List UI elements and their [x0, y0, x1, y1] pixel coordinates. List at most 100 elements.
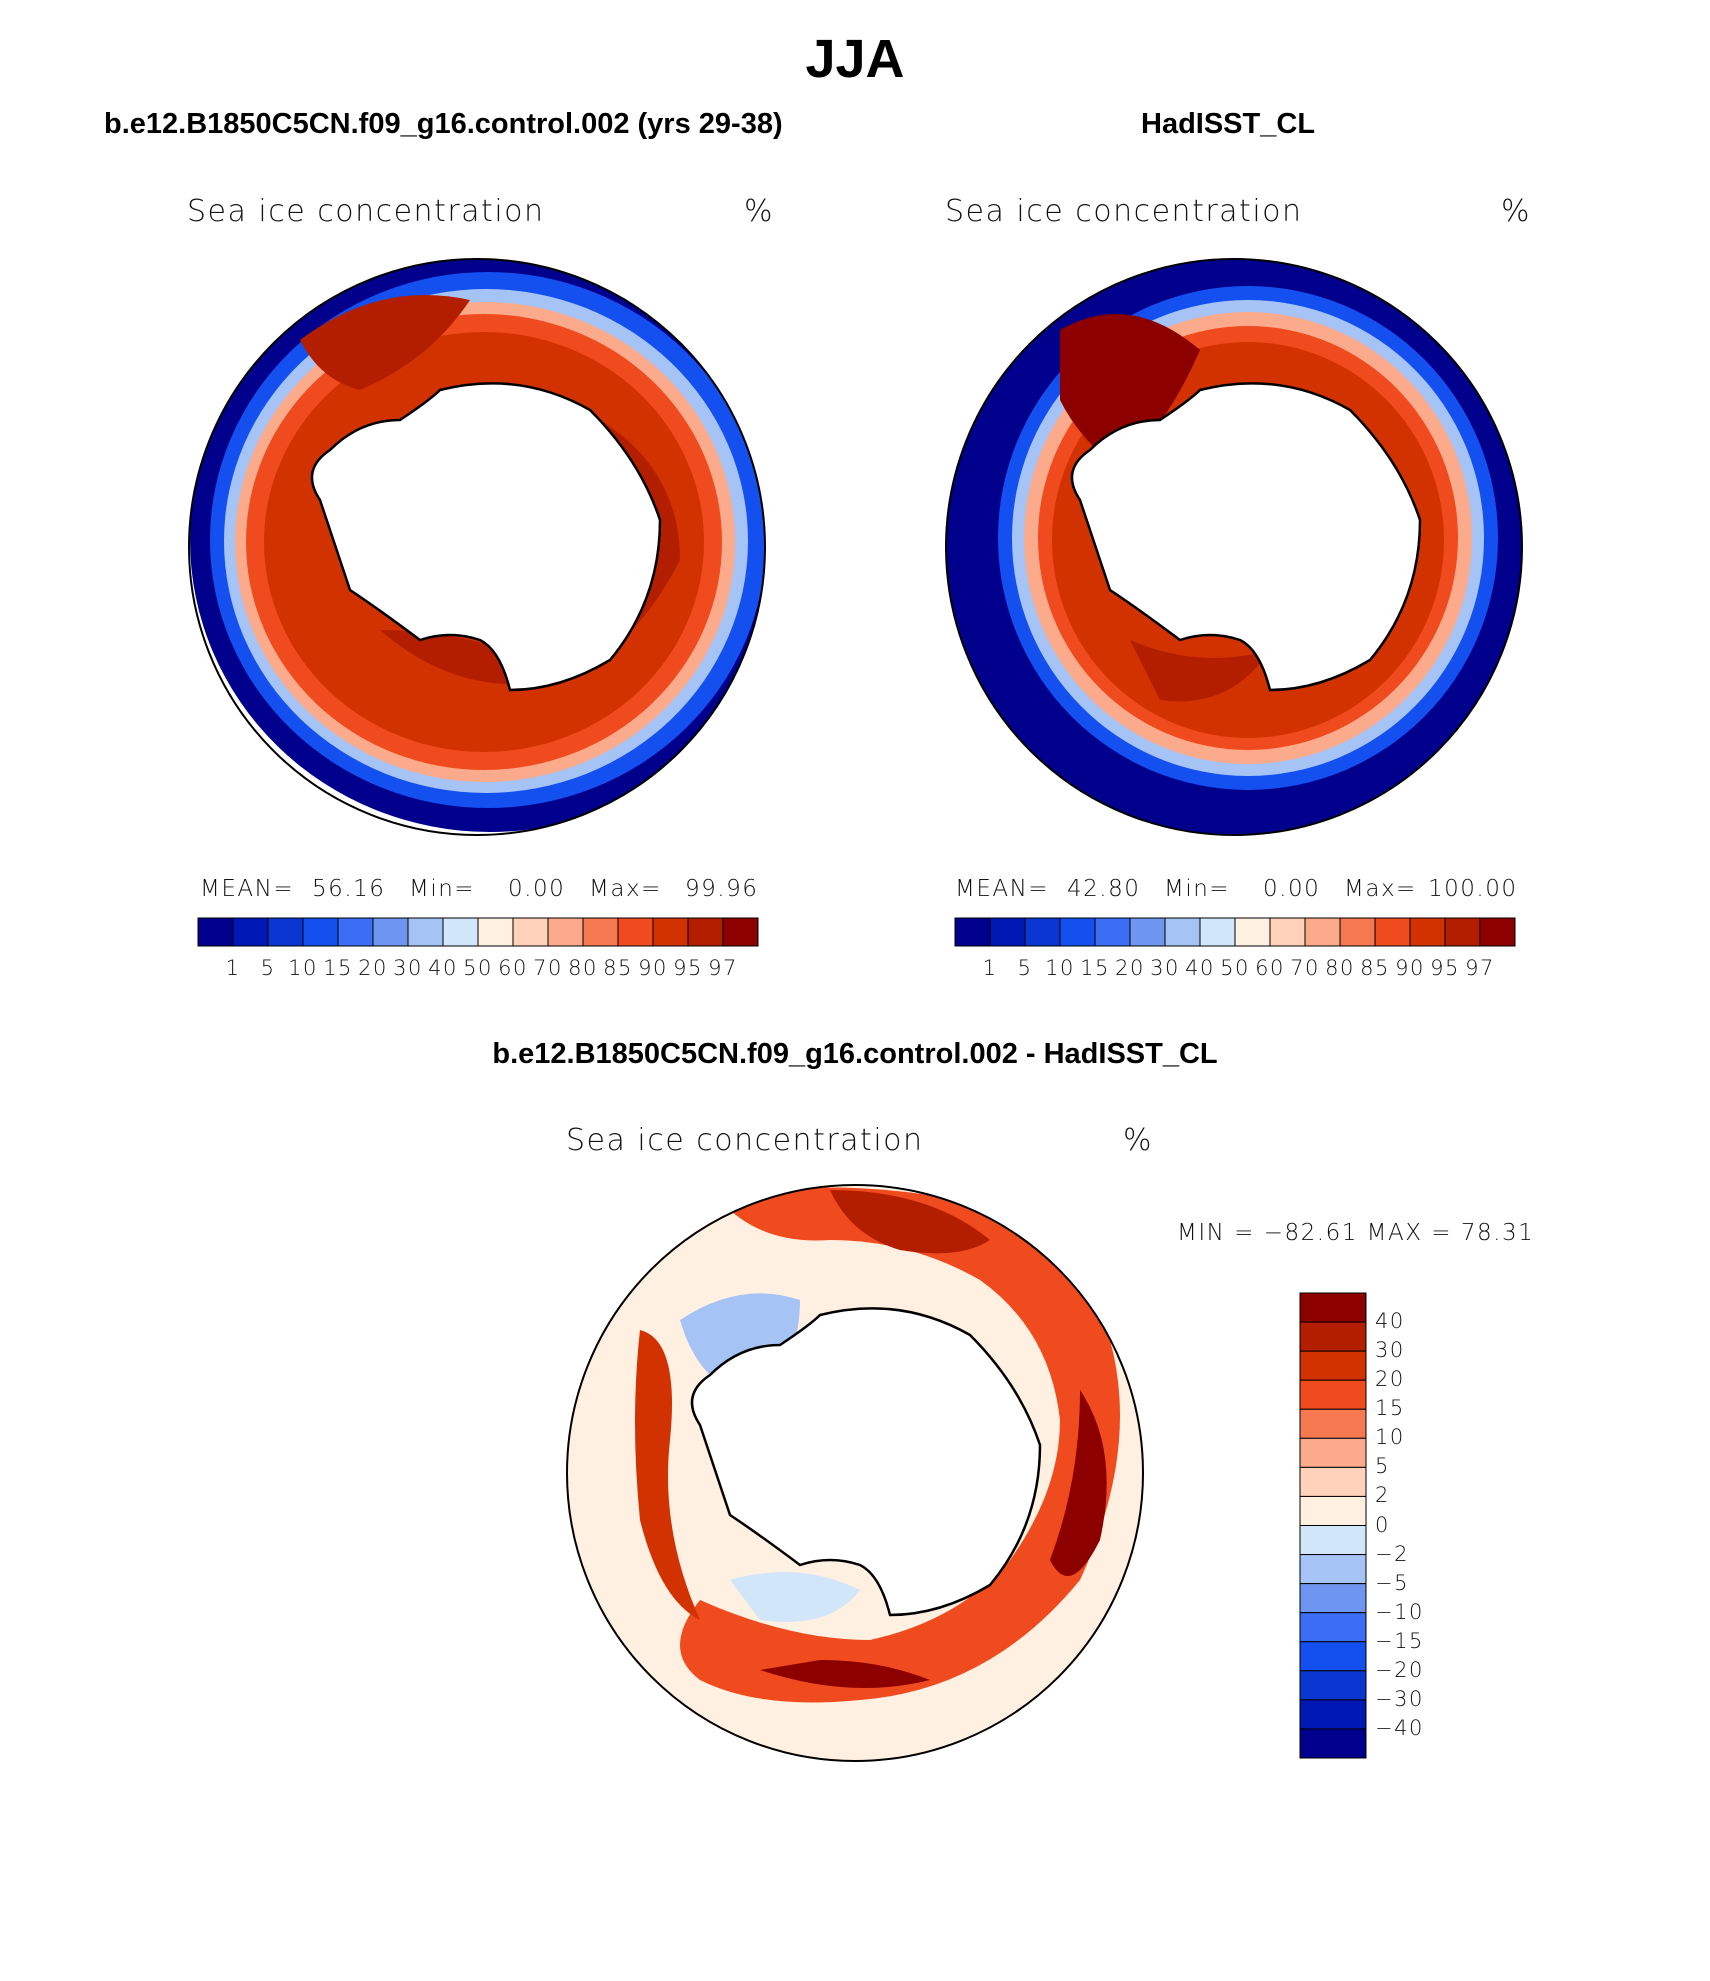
- obs-colorbar-ticks: 1 5 10 15 20 30 40 50 60 70 80 85 90 95 97: [955, 956, 1515, 986]
- model-colorbar-tick-label: 10: [288, 956, 318, 980]
- diff-colorbar-tick-label: 10: [1375, 1425, 1405, 1450]
- diff-colorbar-ticks: 40 30 20 15 10 5 2 0 −2 −5 −10 −15 −20 −30 −40: [1375, 1293, 1465, 1758]
- diff-colorbar: [1299, 1292, 1367, 1759]
- obs-colorbar-box-13: [1409, 917, 1446, 947]
- obs-units-label: %: [1501, 194, 1532, 229]
- model-max-label: Max=: [589, 876, 662, 902]
- obs-colorbar-tick-label: 97: [1465, 956, 1495, 980]
- obs-ice-core-ross: [1130, 640, 1270, 702]
- obs-min-label: Min=: [1164, 876, 1231, 902]
- diff-colorbar-tick-label: 5: [1375, 1454, 1390, 1479]
- diff-colorbar-box-9: [1299, 1554, 1367, 1585]
- model-mean-value: 56.16: [312, 876, 386, 902]
- obs-colorbar-tick-label: 20: [1115, 956, 1145, 980]
- obs-colorbar-box-0: [954, 917, 991, 947]
- diff-colorbar-tick-label: 40: [1375, 1309, 1405, 1334]
- model-variable-label: Sea ice concentration: [187, 194, 545, 229]
- diff-colorbar-tick-label: −30: [1375, 1686, 1424, 1711]
- diff-colorbar-tick-label: −2: [1375, 1541, 1409, 1566]
- model-panel-title: b.e12.B1850C5CN.f09_g16.control.002 (yrs…: [104, 108, 783, 140]
- obs-colorbar-tick-label: 90: [1395, 956, 1425, 980]
- model-colorbar: [197, 917, 759, 947]
- diff-antarctica: [690, 1307, 1042, 1617]
- diff-colorbar-box-6: [1299, 1466, 1367, 1497]
- obs-variable-label: Sea ice concentration: [945, 194, 1303, 229]
- model-colorbar-tick-label: 97: [708, 956, 738, 980]
- model-colorbar-tick-label: 90: [638, 956, 668, 980]
- model-colorbar-box-11: [582, 917, 619, 947]
- model-colorbar-tick-label: 30: [393, 956, 423, 980]
- obs-colorbar-tick-label: 5: [1017, 956, 1033, 980]
- diff-colorbar-box-14: [1299, 1699, 1367, 1730]
- obs-colorbar-box-4: [1094, 917, 1131, 947]
- diff-colorbar-box-10: [1299, 1583, 1367, 1614]
- diff-colorbar-box-5: [1299, 1437, 1367, 1468]
- diff-variable-label: Sea ice concentration: [566, 1123, 924, 1158]
- diff-colorbar-box-1: [1299, 1321, 1367, 1352]
- diff-colorbar-tick-label: −15: [1375, 1628, 1424, 1653]
- model-colorbar-tick-label: 40: [428, 956, 458, 980]
- model-colorbar-box-6: [407, 917, 444, 947]
- model-colorbar-tick-label: 20: [358, 956, 388, 980]
- model-colorbar-box-0: [197, 917, 234, 947]
- obs-colorbar-tick-label: 1: [982, 956, 998, 980]
- diff-colorbar-box-2: [1299, 1350, 1367, 1381]
- model-colorbar-box-9: [512, 917, 549, 947]
- obs-colorbar-tick-label: 95: [1430, 956, 1460, 980]
- model-colorbar-box-4: [337, 917, 374, 947]
- obs-max-label: Max=: [1344, 876, 1417, 902]
- obs-colorbar-box-15: [1479, 917, 1516, 947]
- diff-colorbar-tick-label: −20: [1375, 1657, 1424, 1682]
- model-colorbar-tick-label: 1: [225, 956, 241, 980]
- figure-title: JJA: [805, 29, 905, 89]
- obs-antarctica: [1070, 382, 1422, 692]
- diff-positive-core-south: [760, 1660, 930, 1688]
- obs-colorbar: [954, 917, 1516, 947]
- model-colorbar-tick-label: 70: [533, 956, 563, 980]
- obs-colorbar-box-2: [1024, 917, 1061, 947]
- obs-ice-core-weddell: [1060, 314, 1200, 470]
- diff-colorbar-box-8: [1299, 1525, 1367, 1556]
- obs-colorbar-box-12: [1374, 917, 1411, 947]
- model-colorbar-box-10: [547, 917, 584, 947]
- obs-colorbar-tick-label: 50: [1220, 956, 1250, 980]
- obs-colorbar-tick-label: 70: [1290, 956, 1320, 980]
- diff-units-label: %: [1123, 1123, 1154, 1158]
- obs-max-value: 100.00: [1428, 876, 1518, 902]
- obs-colorbar-box-6: [1164, 917, 1201, 947]
- obs-colorbar-box-5: [1129, 917, 1166, 947]
- obs-min-value: 0.00: [1263, 876, 1321, 902]
- obs-mean-value: 42.80: [1067, 876, 1141, 902]
- obs-colorbar-tick-label: 40: [1185, 956, 1215, 980]
- model-min-label: Min=: [409, 876, 476, 902]
- model-colorbar-box-12: [617, 917, 654, 947]
- model-colorbar-box-5: [372, 917, 409, 947]
- model-mean-label: MEAN=: [200, 876, 295, 902]
- diff-min-max: MIN = −82.61 MAX = 78.31: [1177, 1220, 1535, 1246]
- model-antarctica: [310, 382, 662, 692]
- model-colorbar-tick-label: 95: [673, 956, 703, 980]
- diff-negative-ross: [730, 1572, 860, 1622]
- model-colorbar-box-2: [267, 917, 304, 947]
- model-colorbar-tick-label: 60: [498, 956, 528, 980]
- model-ice-core-weddell: [300, 295, 470, 390]
- obs-colorbar-tick-label: 60: [1255, 956, 1285, 980]
- diff-colorbar-box-12: [1299, 1641, 1367, 1672]
- diff-colorbar-tick-label: −5: [1375, 1570, 1409, 1595]
- model-colorbar-box-13: [652, 917, 689, 947]
- diff-colorbar-tick-label: −40: [1375, 1715, 1424, 1740]
- model-units-label: %: [744, 194, 775, 229]
- model-colorbar-tick-label: 15: [323, 956, 353, 980]
- diff-positive-ring: [680, 1187, 1120, 1703]
- model-colorbar-box-3: [302, 917, 339, 947]
- diff-colorbar-box-13: [1299, 1670, 1367, 1701]
- diff-panel-title: b.e12.B1850C5CN.f09_g16.control.002 - Ha…: [492, 1038, 1218, 1070]
- diff-colorbar-box-0: [1299, 1292, 1367, 1323]
- obs-colorbar-tick-label: 15: [1080, 956, 1110, 980]
- model-colorbar-box-1: [232, 917, 269, 947]
- diff-colorbar-tick-label: 15: [1375, 1396, 1405, 1421]
- model-colorbar-tick-label: 80: [568, 956, 598, 980]
